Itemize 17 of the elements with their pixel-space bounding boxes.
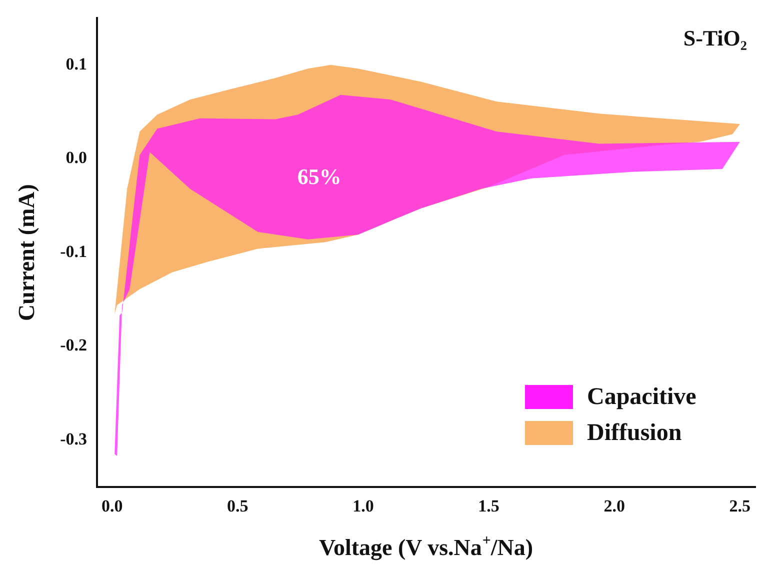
annotation: S-TiO₂ xyxy=(683,26,748,51)
x-tick-label: 1.0 xyxy=(352,496,374,516)
x-tick-label: 0.5 xyxy=(227,496,248,516)
x-tick-label: 2.0 xyxy=(604,496,625,516)
x-tick-label: 2.5 xyxy=(729,496,751,516)
y-tick-label: -0.3 xyxy=(60,429,87,448)
y-tick-label: -0.1 xyxy=(60,242,87,261)
y-tick-label: 0.0 xyxy=(66,148,87,168)
y-tick-label: -0.2 xyxy=(60,336,87,355)
x-tick-label: 1.5 xyxy=(478,496,500,516)
x-axis-title: Voltage (V vs.Na+/Na) xyxy=(318,532,534,561)
y-axis-title: Current (mA) xyxy=(14,184,39,321)
y-tick-label: 0.1 xyxy=(66,54,87,74)
legend-label: Diffusion xyxy=(587,420,682,446)
annotation: 65% xyxy=(297,164,342,190)
legend-label: Capacitive xyxy=(587,384,697,410)
x-tick-label: 0.0 xyxy=(101,496,123,516)
